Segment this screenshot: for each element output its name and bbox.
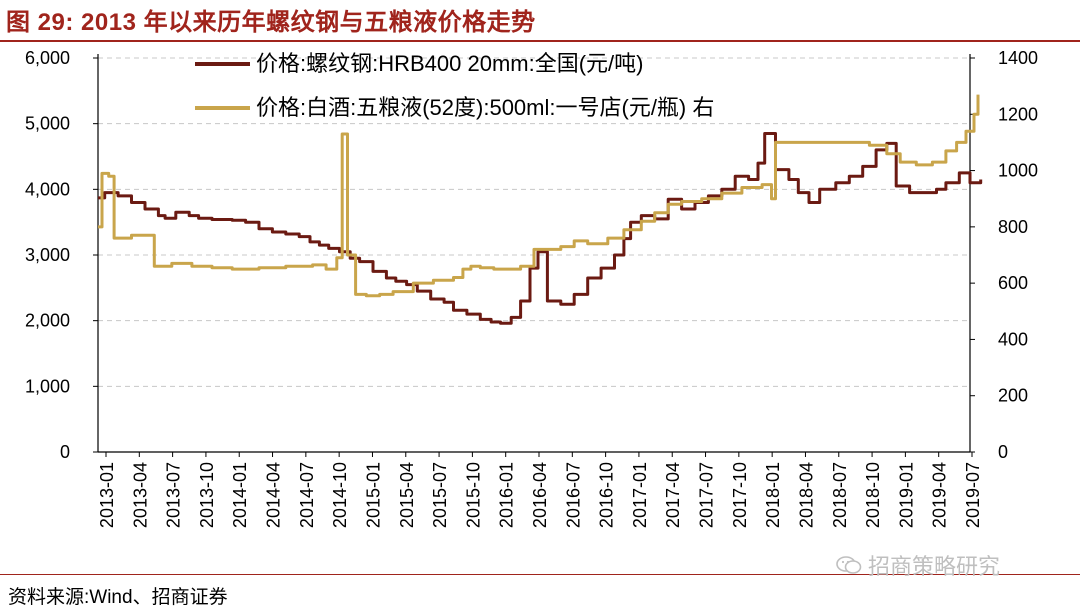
x-axis-tick: 2018-10	[863, 462, 883, 528]
x-axis-tick: 2016-01	[497, 462, 517, 528]
x-axis-tick: 2013-01	[97, 462, 117, 528]
x-axis-tick: 2016-07	[563, 462, 583, 528]
x-axis-tick: 2014-01	[230, 462, 250, 528]
x-axis-tick: 2016-10	[597, 462, 617, 528]
x-axis-tick: 2018-01	[763, 462, 783, 528]
x-axis-tick: 2013-07	[164, 462, 184, 528]
series-line-liquor	[98, 94, 980, 298]
x-axis-tick: 2014-10	[330, 462, 350, 528]
legend-label-steel: 价格:螺纹钢:HRB400 20mm:全国(元/吨)	[256, 51, 644, 76]
left-axis-tick: 6,000	[25, 48, 70, 68]
left-axis-tick: 2,000	[25, 311, 70, 331]
footer-rule	[0, 574, 1080, 575]
x-axis-tick: 2018-07	[830, 462, 850, 528]
x-axis-tick: 2014-04	[264, 462, 284, 528]
right-axis-tick: 1200	[998, 104, 1038, 124]
right-axis-labels: 0 200 400 600 800 1000 1200 1400	[998, 48, 1038, 462]
legend-label-liquor: 价格:白酒:五粮液(52度):500ml:一号店(元/瓶) 右	[256, 95, 714, 120]
x-axis-tick: 2017-10	[730, 462, 750, 528]
series-lines	[98, 94, 983, 325]
right-axis-tick: 800	[998, 217, 1028, 237]
x-axis-tick: 2015-01	[363, 462, 383, 528]
x-axis-tick: 2019-01	[896, 462, 916, 528]
series-line-steel	[98, 132, 983, 325]
x-axis-tick: 2014-07	[297, 462, 317, 528]
left-axis-tick: 4,000	[25, 179, 70, 199]
x-axis-tick: 2018-04	[796, 462, 816, 528]
x-axis-tick: 2017-07	[697, 462, 717, 528]
right-axis-tick: 0	[998, 442, 1008, 462]
x-axis-tick: 2016-04	[530, 462, 550, 528]
x-axis-tick: 2013-04	[130, 462, 150, 528]
x-axis-labels: 2013-01 2013-04 2013-07 2013-10 2014-01 2014-…	[97, 462, 983, 528]
left-axis-labels: 0 1,000 2,000 3,000 4,000 5,000 6,000	[25, 48, 70, 462]
x-axis-tick: 2015-04	[397, 462, 417, 528]
figure-title: 图 29: 2013 年以来历年螺纹钢与五粮液价格走势	[6, 9, 536, 36]
chart: 0 1,000 2,000 3,000 4,000 5,000 6,000 0 200 400 6…	[25, 48, 1038, 528]
left-axis-tick: 0	[60, 442, 70, 462]
left-axis-tick: 3,000	[25, 245, 70, 265]
x-axis-tick: 2015-07	[430, 462, 450, 528]
watermark: 招商策略研究	[836, 549, 1000, 581]
right-axis-tick: 200	[998, 386, 1028, 406]
x-axis-tick: 2017-04	[663, 462, 683, 528]
right-axis-tick: 1400	[998, 48, 1038, 68]
axes	[93, 54, 975, 457]
right-axis-tick: 1000	[998, 161, 1038, 181]
x-axis-tick: 2019-07	[963, 462, 983, 528]
left-axis-tick: 1,000	[25, 376, 70, 396]
right-axis-tick: 400	[998, 329, 1028, 349]
x-axis-tick: 2015-10	[463, 462, 483, 528]
legend: 价格:螺纹钢:HRB400 20mm:全国(元/吨) 价格:白酒:五粮液(52度…	[195, 51, 714, 120]
x-axis-tick: 2013-10	[197, 462, 217, 528]
title-rule	[0, 40, 1080, 42]
x-axis-tick: 2017-01	[630, 462, 650, 528]
right-axis-tick: 600	[998, 273, 1028, 293]
wechat-icon	[836, 556, 862, 574]
left-axis-tick: 5,000	[25, 114, 70, 134]
x-axis-tick: 2019-04	[930, 462, 950, 528]
watermark-text: 招商策略研究	[868, 554, 1001, 579]
source-note: 资料来源:Wind、招商证券	[8, 587, 228, 608]
